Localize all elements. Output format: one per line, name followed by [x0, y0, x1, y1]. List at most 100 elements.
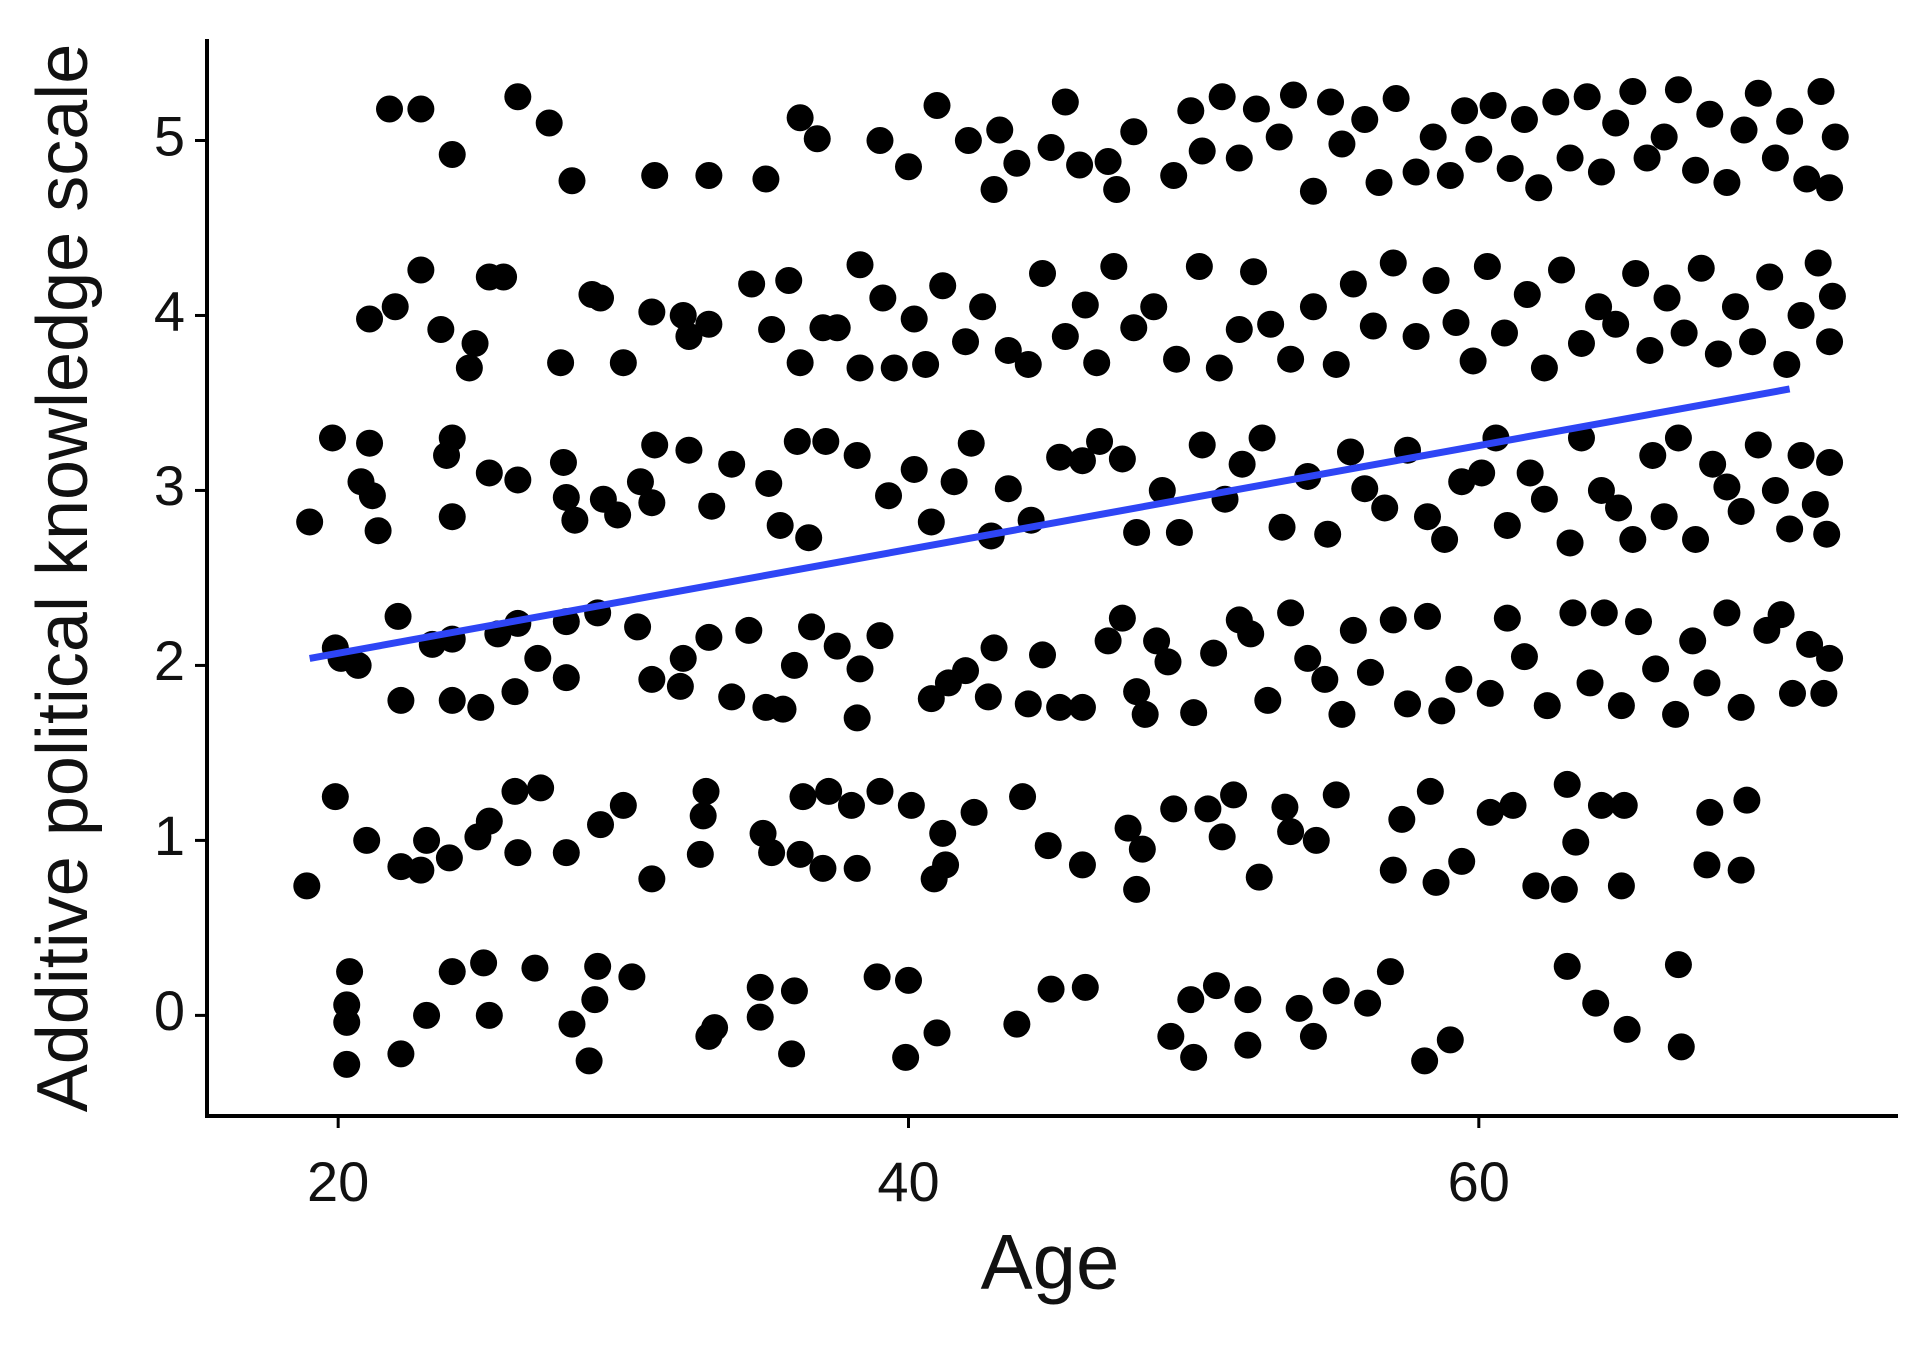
point [1356, 658, 1384, 686]
point [1664, 424, 1692, 452]
point [1123, 678, 1151, 706]
point [1422, 868, 1450, 896]
point [900, 455, 928, 483]
point [969, 293, 997, 321]
point [809, 854, 837, 882]
point [1071, 973, 1099, 1001]
point [1029, 259, 1057, 287]
point [1359, 312, 1387, 340]
point [535, 109, 563, 137]
point [1160, 795, 1188, 823]
point [1248, 424, 1276, 452]
point [455, 354, 483, 382]
point [863, 963, 891, 991]
point [1733, 786, 1761, 814]
point [954, 126, 982, 154]
point [1662, 700, 1690, 728]
point [780, 977, 808, 1005]
point [869, 284, 897, 312]
point [1037, 133, 1065, 161]
point [766, 511, 794, 539]
point [1445, 665, 1473, 693]
point [1388, 805, 1416, 833]
y-tick-label: 1 [154, 804, 185, 867]
point [1633, 144, 1661, 172]
point [1787, 441, 1815, 469]
point [618, 963, 646, 991]
point [1419, 123, 1447, 151]
point [738, 270, 766, 298]
point [1094, 627, 1122, 655]
point [1744, 431, 1772, 459]
point [929, 819, 957, 847]
point [1180, 699, 1208, 727]
point [1208, 823, 1236, 851]
point [1650, 503, 1678, 531]
point [695, 623, 723, 651]
point [1225, 144, 1253, 172]
point [501, 777, 529, 805]
point [758, 315, 786, 343]
point [1034, 832, 1062, 860]
point [783, 427, 811, 455]
point [1100, 252, 1128, 280]
point [584, 952, 612, 980]
point [1721, 293, 1749, 321]
point [1014, 350, 1042, 378]
point [1496, 154, 1524, 182]
point [1704, 340, 1732, 368]
point [1428, 697, 1456, 725]
point [1299, 177, 1327, 205]
point [364, 517, 392, 545]
point [815, 777, 843, 805]
point [1371, 494, 1399, 522]
point [1682, 156, 1710, 184]
point [1328, 130, 1356, 158]
point [735, 616, 763, 644]
point [641, 431, 669, 459]
point [1556, 529, 1584, 557]
point [1465, 135, 1493, 163]
point [1727, 856, 1755, 884]
point [552, 483, 580, 511]
point [701, 1014, 729, 1042]
point [558, 167, 586, 195]
point [1051, 322, 1079, 350]
point [1128, 835, 1156, 863]
point [549, 448, 577, 476]
point [1411, 1047, 1439, 1075]
point [1120, 118, 1148, 146]
point [892, 1043, 920, 1071]
point [435, 844, 463, 872]
point [504, 83, 532, 111]
point [1776, 515, 1804, 543]
point [336, 958, 364, 986]
point [894, 153, 922, 181]
point [1810, 679, 1838, 707]
point [823, 314, 851, 342]
point [1379, 249, 1407, 277]
point [1642, 655, 1670, 683]
point [438, 424, 466, 452]
y-tick-label: 2 [154, 629, 185, 692]
point [407, 95, 435, 123]
point [1188, 431, 1216, 459]
point [1436, 161, 1464, 189]
point [1339, 616, 1367, 644]
y-tick-label: 5 [154, 104, 185, 167]
point [1351, 105, 1379, 133]
point [318, 424, 346, 452]
point [1086, 427, 1114, 455]
point [1451, 97, 1479, 125]
point [1200, 639, 1228, 667]
point [1513, 280, 1541, 308]
point [1510, 643, 1538, 671]
point [1068, 693, 1096, 721]
x-axis-title: Age [981, 1218, 1120, 1306]
point [1682, 525, 1710, 553]
point [387, 853, 415, 881]
point [1807, 77, 1835, 105]
point [746, 973, 774, 1001]
point [1108, 445, 1136, 473]
point [1587, 791, 1615, 819]
